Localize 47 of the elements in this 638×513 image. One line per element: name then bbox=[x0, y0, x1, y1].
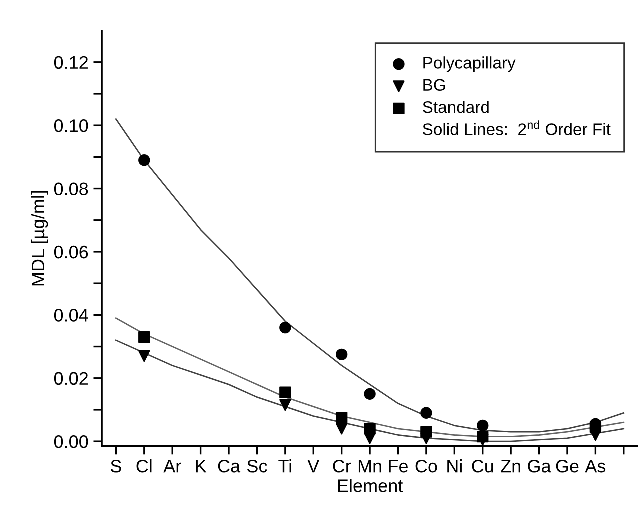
y-tick-label: 0.04 bbox=[54, 309, 88, 322]
point bbox=[477, 430, 489, 443]
x-tick-label: V bbox=[308, 460, 320, 473]
annotation: Solid Lines: 2$^{nd}$ Order Fit bbox=[423, 120, 611, 136]
x-axis-title: Element bbox=[338, 479, 404, 492]
point bbox=[336, 412, 348, 424]
legend-label: Standard bbox=[423, 101, 489, 114]
x-tick-label: Ca bbox=[218, 460, 241, 473]
y-tick-label: 0.10 bbox=[54, 120, 88, 132]
point bbox=[280, 399, 292, 412]
x-tick-label: Fe bbox=[389, 460, 408, 473]
point bbox=[590, 422, 602, 434]
x-tick-label: Ti bbox=[278, 460, 292, 473]
point bbox=[138, 350, 150, 362]
x-tick-label: Ar bbox=[164, 460, 182, 473]
point bbox=[280, 386, 292, 398]
y-tick-label: 0.08 bbox=[54, 182, 88, 196]
x-tick-label: S bbox=[110, 460, 122, 473]
x-tick-label: K bbox=[196, 460, 207, 473]
x-tick-label: Ga bbox=[528, 460, 552, 473]
point bbox=[477, 420, 489, 432]
point bbox=[364, 388, 376, 400]
point bbox=[420, 407, 432, 419]
x-tick-label: Ni bbox=[448, 460, 462, 473]
x-tick-label: Sc bbox=[248, 460, 268, 473]
point bbox=[138, 331, 150, 344]
y-tick-label: 0.12 bbox=[54, 56, 88, 70]
point bbox=[280, 322, 292, 334]
x-tick-label: Zn bbox=[501, 460, 520, 473]
point bbox=[336, 348, 348, 361]
x-tick-label: Ge bbox=[556, 460, 579, 473]
x-tick-label: Mn bbox=[358, 460, 382, 473]
x-tick-label: Cl bbox=[136, 460, 152, 473]
legend-label: BG bbox=[424, 79, 446, 92]
x-tick-label: Cu bbox=[472, 460, 494, 473]
point bbox=[364, 423, 376, 435]
point bbox=[138, 154, 150, 166]
x-tick-label: Co bbox=[416, 460, 438, 473]
x-tick-label: Cr bbox=[333, 460, 352, 473]
point bbox=[336, 423, 348, 435]
point bbox=[420, 426, 432, 438]
y-tick-label: 0.00 bbox=[54, 436, 88, 448]
y-tick-label: 0.02 bbox=[54, 372, 88, 386]
x-tick-label: As bbox=[585, 460, 606, 473]
legend-label: Polycapillary bbox=[424, 56, 516, 72]
y-axis-title: MDL [µg/ml] bbox=[31, 191, 48, 286]
y-tick-label: 0.06 bbox=[54, 246, 88, 259]
